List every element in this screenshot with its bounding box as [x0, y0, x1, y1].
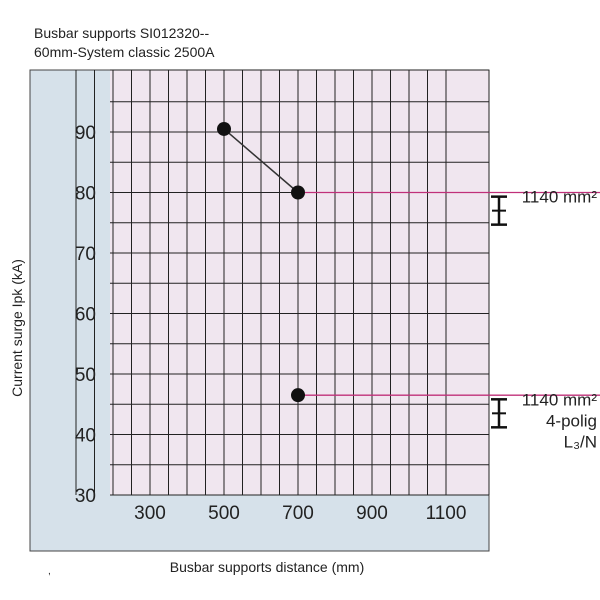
x-tick-label: 900 [356, 503, 388, 524]
chart-title-line-1: Busbar supports SI012320-- [34, 25, 210, 41]
data-point [217, 121, 231, 136]
annotation-text: 1140 mm² [522, 188, 598, 207]
x-tick-label: 300 [134, 503, 166, 524]
reference-lines [298, 191, 600, 396]
annotation-text: 4-polig [546, 411, 597, 430]
data-series [217, 121, 305, 403]
y-tick-label: 70 [75, 244, 96, 265]
annotations: 1140 mm² 1140 mm² 4-polig L₃/N [491, 188, 598, 451]
x-tick-label: 500 [208, 503, 240, 524]
annotation-text: L₃/N [564, 432, 597, 451]
y-tick-label: 90 [75, 123, 96, 144]
y-tick-label: 60 [75, 305, 96, 326]
plot-area [110, 70, 489, 495]
tick-labels: 300 500 700 900 1100 30 40 50 60 70 80 90 [75, 123, 467, 524]
y-tick-label: 30 [75, 486, 96, 507]
x-tick-label: 700 [282, 503, 314, 524]
y-tick-label: 80 [75, 184, 96, 205]
y-axis-label: Current surge Ipk (kA) [9, 259, 25, 397]
y-tick-label: 40 [75, 426, 96, 447]
annotation-text: 1140 mm² [522, 390, 598, 409]
data-point [291, 388, 305, 403]
data-point [291, 185, 305, 200]
stray-mark: , [48, 566, 51, 577]
y-tick-label: 50 [75, 365, 96, 386]
x-axis-label: Busbar supports distance (mm) [170, 559, 365, 575]
series-line [223, 128, 299, 194]
chart-title-line-2: 60mm-System classic 2500A [34, 44, 215, 60]
x-tick-label: 1100 [426, 503, 467, 524]
grid [75, 69, 490, 496]
